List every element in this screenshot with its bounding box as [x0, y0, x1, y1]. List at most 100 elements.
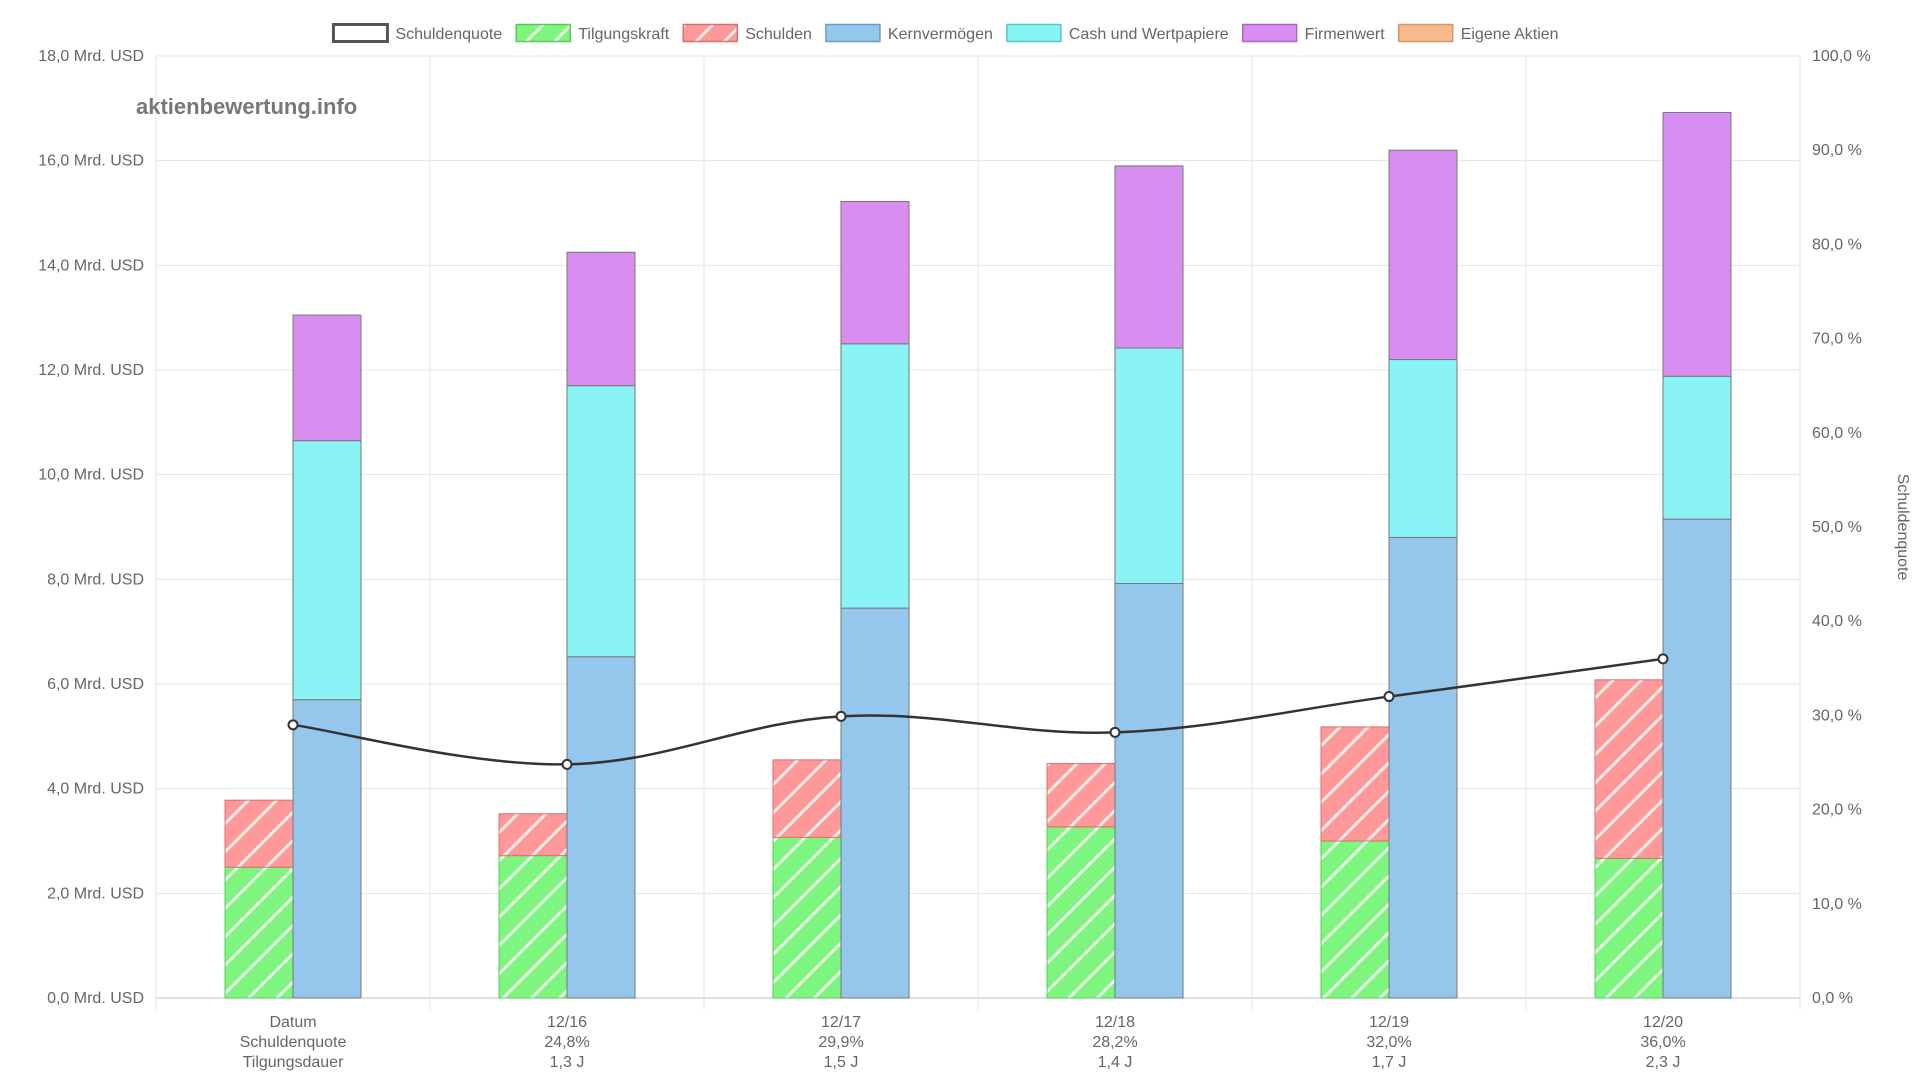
x-tick-sublabel-dauer: 1,5 J — [824, 1054, 859, 1071]
bar-cash-und-wertpapiere — [566, 385, 636, 658]
y-left-tick-label: 8,0 Mrd. USD — [47, 571, 144, 588]
bar-cash-und-wertpapiere — [1662, 375, 1732, 520]
schuldenquote-point — [1109, 726, 1121, 738]
x-tick-label: 12/17 — [821, 1014, 861, 1031]
legend-swatch — [1006, 23, 1062, 43]
y-right-tick-label: 20,0 % — [1812, 802, 1862, 819]
x-tick-label: 12/20 — [1643, 1014, 1683, 1031]
legend-swatch — [1241, 23, 1298, 43]
y-right-tick-label: 50,0 % — [1812, 519, 1862, 536]
y-right-tick-label: 100,0 % — [1812, 48, 1871, 65]
bar-firmenwert — [1388, 149, 1458, 361]
y-right-tick-label: 60,0 % — [1812, 425, 1862, 442]
bar-schulden — [1594, 679, 1664, 859]
legend-label: Eigene Aktien — [1461, 26, 1559, 43]
legend-swatch — [825, 23, 881, 43]
x-tick-sublabel-quote: 32,0% — [1366, 1034, 1411, 1051]
bar-kernvermoegen — [1388, 536, 1458, 999]
y-right-tick-label: 80,0 % — [1812, 236, 1862, 253]
legend-item: Tilgungskraft — [515, 23, 670, 43]
x-tick-label: 12/18 — [1095, 1014, 1135, 1031]
bar-firmenwert — [566, 251, 636, 387]
x-tick-label: 12/19 — [1369, 1014, 1409, 1031]
bar-schulden — [1046, 763, 1116, 828]
x-tick-label: Datum — [269, 1014, 316, 1031]
bar-tilgungskraft — [1320, 840, 1390, 999]
legend-label: Schuldenquote — [395, 26, 502, 43]
legend-item: Firmenwert — [1241, 23, 1386, 43]
bar-firmenwert — [1662, 112, 1732, 377]
legend-label: Schulden — [745, 26, 812, 43]
x-tick-sublabel-dauer: 1,7 J — [1372, 1054, 1407, 1071]
y-right-tick-label: 10,0 % — [1812, 896, 1862, 913]
legend-label: Cash und Wertpapiere — [1069, 26, 1229, 43]
legend-item: Schuldenquote — [331, 23, 502, 43]
schuldenquote-line — [287, 653, 1669, 770]
x-tick-sublabel-quote: 29,9% — [818, 1034, 863, 1051]
legend-item: Schulden — [682, 23, 812, 43]
legend-label: Kernvermögen — [888, 26, 993, 43]
y-left-tick-label: 2,0 Mrd. USD — [47, 885, 144, 902]
schuldenquote-point — [287, 719, 299, 731]
schuldenquote-point — [561, 758, 573, 770]
y-right-tick-label: 70,0 % — [1812, 331, 1862, 348]
y-left-tick-label: 16,0 Mrd. USD — [38, 153, 144, 170]
bar-firmenwert — [292, 314, 362, 442]
legend-swatch — [331, 23, 389, 43]
bar-kernvermoegen — [566, 656, 636, 999]
bar-cash-und-wertpapiere — [1388, 359, 1458, 538]
x-tick-sublabel-quote: Schuldenquote — [240, 1034, 347, 1051]
legend-item: Eigene Aktien — [1397, 23, 1559, 43]
bar-schulden — [498, 813, 568, 857]
y-left-tick-label: 4,0 Mrd. USD — [47, 781, 144, 798]
bar-schulden — [224, 799, 294, 868]
bar-kernvermoegen — [840, 607, 910, 999]
y-left-tick-label: 6,0 Mrd. USD — [47, 676, 144, 693]
bar-tilgungskraft — [772, 836, 842, 999]
bar-tilgungskraft — [224, 866, 294, 999]
watermark-logo: aktienbewertung.info — [136, 94, 357, 119]
bar-kernvermoegen — [292, 699, 362, 999]
bar-tilgungskraft — [498, 855, 568, 999]
y-right-axis-title: Schuldenquote — [1894, 474, 1911, 581]
bar-kernvermoegen — [1114, 583, 1184, 999]
schuldenquote-point — [1657, 653, 1669, 665]
y-right-tick-label: 90,0 % — [1812, 142, 1862, 159]
bar-firmenwert — [1114, 165, 1184, 349]
y-right-tick-label: 40,0 % — [1812, 613, 1862, 630]
y-left-tick-label: 12,0 Mrd. USD — [38, 362, 144, 379]
axes: 0,0 Mrd. USD 2,0 Mrd. USD 4,0 Mrd. USD 6,0 … — [38, 48, 1911, 1071]
x-tick-label: 12/16 — [547, 1014, 587, 1031]
schuldenquote-line-path — [292, 657, 1664, 766]
x-tick-sublabel-dauer: 2,3 J — [1646, 1054, 1681, 1071]
x-tick-sublabel-dauer: 1,4 J — [1098, 1054, 1133, 1071]
schuldenquote-point — [1383, 691, 1395, 703]
legend-swatch — [682, 23, 738, 43]
legend-swatch — [515, 23, 571, 43]
legend-label: Firmenwert — [1305, 26, 1386, 43]
bar-cash-und-wertpapiere — [1114, 347, 1184, 585]
legend-item: Cash und Wertpapiere — [1006, 23, 1229, 43]
y-left-tick-label: 18,0 Mrd. USD — [38, 48, 144, 65]
bar-cash-und-wertpapiere — [292, 440, 362, 701]
y-right-tick-label: 30,0 % — [1812, 707, 1862, 724]
bar-schulden — [1320, 726, 1390, 842]
x-tick-sublabel-dauer: Tilgungsdauer — [243, 1054, 344, 1071]
y-left-tick-label: 0,0 Mrd. USD — [47, 990, 144, 1007]
x-tick-sublabel-quote: 36,0% — [1640, 1034, 1685, 1051]
bar-firmenwert — [840, 200, 910, 345]
bar-kernvermoegen — [1662, 518, 1732, 999]
x-tick-sublabel-dauer: 1,3 J — [550, 1054, 585, 1071]
schuldenquote-point — [835, 710, 847, 722]
bar-tilgungskraft — [1046, 826, 1116, 999]
y-left-tick-label: 14,0 Mrd. USD — [38, 257, 144, 274]
legend-label: Tilgungskraft — [578, 26, 670, 43]
grid — [155, 55, 1801, 1010]
bar-schulden — [772, 759, 842, 838]
legend: Schuldenquote Tilgungskraft Schulden Kernve… — [331, 23, 1559, 43]
bars — [224, 112, 1732, 999]
legend-item: Kernvermögen — [825, 23, 993, 43]
legend-swatch — [1397, 23, 1454, 43]
x-tick-sublabel-quote: 28,2% — [1092, 1034, 1137, 1051]
